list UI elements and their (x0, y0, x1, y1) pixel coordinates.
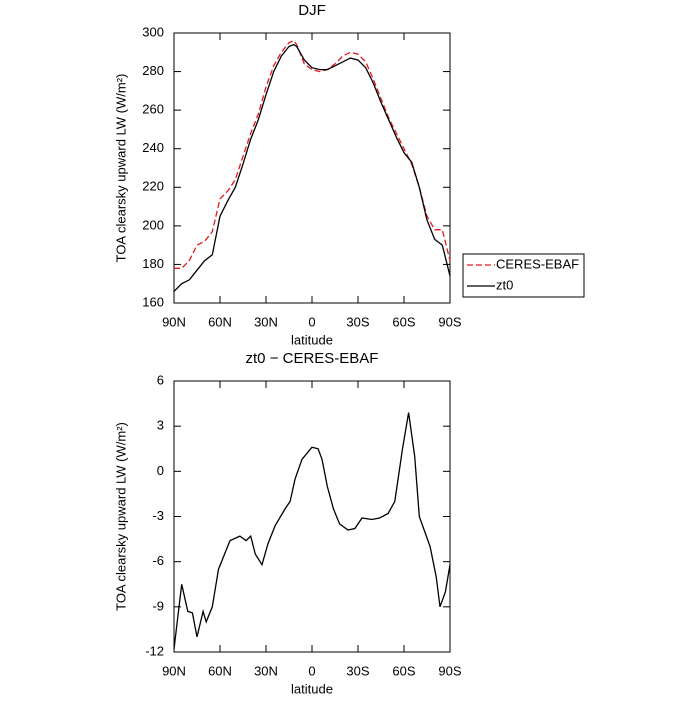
series-line (173, 412, 451, 650)
x-tick-label: 90S (438, 663, 461, 678)
legend-box (462, 253, 585, 298)
y-tick-label: 160 (142, 294, 164, 309)
y-tick-label: 240 (142, 140, 164, 155)
y-tick-label: 6 (157, 372, 164, 387)
legend-label: zt0 (496, 277, 513, 292)
y-tick-label: 220 (142, 179, 164, 194)
y-axis-label: TOA clearsky upward LW (W/m²) (113, 422, 128, 611)
x-axis-label: latitude (291, 332, 333, 347)
y-tick-label: -12 (145, 643, 164, 658)
x-axis-label: latitude (291, 681, 333, 696)
x-tick-label: 30N (254, 314, 278, 329)
y-tick-label: -6 (152, 553, 164, 568)
x-tick-label: 90S (438, 314, 461, 329)
x-tick-label: 30S (346, 663, 369, 678)
y-tick-label: -3 (152, 508, 164, 523)
x-tick-label: 60S (392, 314, 415, 329)
x-tick-label: 0 (308, 314, 315, 329)
y-axis-label: TOA clearsky upward LW (W/m²) (113, 74, 128, 263)
chart-title: zt0 − CERES-EBAF (246, 350, 379, 367)
x-tick-label: 90N (162, 314, 186, 329)
series-line (174, 39, 451, 269)
y-tick-label: 0 (157, 463, 164, 478)
y-tick-label: 3 (157, 418, 164, 433)
x-tick-label: 60N (208, 314, 232, 329)
series-line (173, 43, 451, 292)
y-tick-label: 300 (142, 24, 164, 39)
x-tick-label: 60S (392, 663, 415, 678)
x-tick-label: 60N (208, 663, 232, 678)
plot-frame (173, 32, 451, 304)
x-tick-label: 30N (254, 663, 278, 678)
plot-frame (173, 380, 451, 653)
x-tick-label: 0 (308, 663, 315, 678)
x-tick-label: 90N (162, 663, 186, 678)
y-tick-label: -9 (152, 598, 164, 613)
legend-label: CERES-EBAF (496, 256, 579, 271)
y-tick-label: 180 (142, 256, 164, 271)
chart-title: DJF (298, 2, 326, 19)
x-tick-label: 30S (346, 314, 369, 329)
y-tick-label: 200 (142, 217, 164, 232)
y-tick-label: 280 (142, 63, 164, 78)
y-tick-label: 260 (142, 102, 164, 117)
